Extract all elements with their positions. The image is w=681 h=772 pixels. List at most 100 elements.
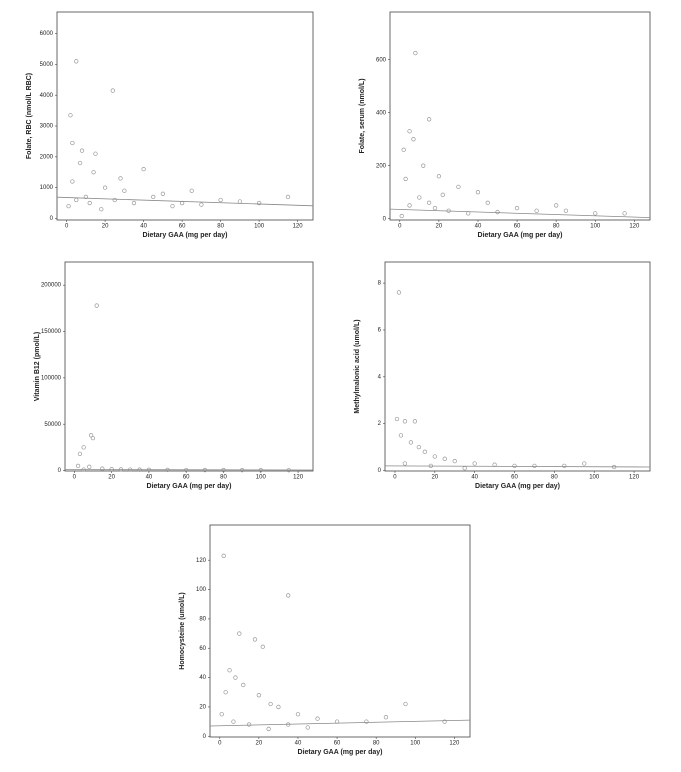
x-tick-label: 20 <box>108 475 115 481</box>
point <box>75 463 81 469</box>
point <box>442 719 447 724</box>
x-tick-label: 20 <box>256 741 263 747</box>
point <box>260 644 265 649</box>
point <box>74 59 79 64</box>
point <box>554 203 559 208</box>
point <box>237 631 242 636</box>
x-tick-label: 120 <box>629 224 640 230</box>
x-tick-label: 80 <box>553 224 560 230</box>
point <box>93 151 98 156</box>
point <box>295 712 301 717</box>
point <box>160 191 166 196</box>
point <box>246 722 252 727</box>
y-tick-label: 200 <box>376 163 387 169</box>
x-tick-label: 100 <box>410 741 421 747</box>
y-tick-label: 0 <box>58 468 62 474</box>
y-axis-label: Vitamin B12 (pmol/L) <box>34 332 41 402</box>
point <box>432 205 438 211</box>
y-tick-label: 40 <box>199 675 206 681</box>
point <box>416 444 422 450</box>
point <box>91 170 96 175</box>
point <box>100 466 105 471</box>
point <box>122 188 127 193</box>
point <box>131 200 137 206</box>
point <box>514 205 520 211</box>
point <box>426 200 432 205</box>
x-tick-label: 100 <box>256 475 267 481</box>
x-tick-label: 40 <box>471 475 478 481</box>
point <box>79 148 85 153</box>
point <box>364 719 369 724</box>
point <box>237 199 243 204</box>
point <box>622 211 627 216</box>
point <box>66 203 71 209</box>
x-tick-label: 80 <box>551 475 558 481</box>
x-tick-label: 120 <box>449 741 460 747</box>
y-tick-label: 150000 <box>41 329 62 335</box>
y-tick-label: 4000 <box>40 93 54 99</box>
point <box>102 185 108 190</box>
x-tick-label: 120 <box>293 224 304 230</box>
point <box>189 188 194 193</box>
point <box>218 197 223 203</box>
x-tick-label: 100 <box>590 224 601 230</box>
x-tick-label: 80 <box>217 224 224 230</box>
point <box>219 712 224 717</box>
point <box>109 466 114 472</box>
point <box>398 433 404 438</box>
y-tick-label: 8 <box>378 281 382 287</box>
point <box>407 203 412 208</box>
y-tick-label: 60 <box>199 646 206 652</box>
x-tick-label: 0 <box>393 475 397 481</box>
point <box>252 637 258 642</box>
x-tick-label: 100 <box>254 224 265 230</box>
point <box>141 167 146 172</box>
point <box>110 88 115 93</box>
x-tick-label: 0 <box>398 224 402 230</box>
point <box>401 147 406 152</box>
x-tick-label: 120 <box>629 475 640 481</box>
point <box>402 419 408 424</box>
point <box>256 200 262 206</box>
y-tick-label: 120 <box>196 558 207 564</box>
point <box>456 184 461 190</box>
y-tick-label: 20 <box>199 705 206 711</box>
point <box>472 461 477 466</box>
x-axis-label: Dietary GAA (mg per day) <box>475 483 560 490</box>
y-tick-label: 400 <box>376 110 387 116</box>
x-tick-label: 20 <box>436 224 443 230</box>
point <box>118 176 123 181</box>
point <box>417 195 422 200</box>
point <box>422 449 427 454</box>
trend-line <box>56 196 314 207</box>
y-tick-label: 0 <box>50 216 54 222</box>
y-tick-label: 3000 <box>40 124 54 130</box>
y-tick-label: 6 <box>378 328 382 334</box>
y-tick-label: 0 <box>203 734 207 740</box>
point <box>81 445 86 450</box>
y-tick-label: 6000 <box>40 31 54 37</box>
y-axis-label: Methylmalonic acid (umol/L) <box>354 319 361 413</box>
plot-frame <box>389 11 651 221</box>
plot-frame <box>384 261 651 472</box>
point <box>221 553 226 558</box>
point <box>233 675 238 680</box>
point <box>512 463 517 468</box>
point <box>562 463 567 468</box>
x-tick-label: 40 <box>140 224 147 230</box>
point <box>315 716 320 721</box>
point <box>170 203 175 209</box>
point <box>151 194 156 200</box>
trend-line <box>384 465 651 468</box>
point <box>223 690 228 695</box>
point <box>399 213 404 219</box>
y-tick-label: 5000 <box>40 62 54 68</box>
y-tick-label: 600 <box>376 57 387 63</box>
point <box>112 197 117 203</box>
point <box>77 160 83 166</box>
x-axis-label: Dietary GAA (mg per day) <box>478 232 563 239</box>
point <box>83 194 89 200</box>
y-tick-label: 50000 <box>44 422 61 428</box>
x-tick-label: 40 <box>146 475 153 481</box>
x-tick-label: 40 <box>295 741 302 747</box>
